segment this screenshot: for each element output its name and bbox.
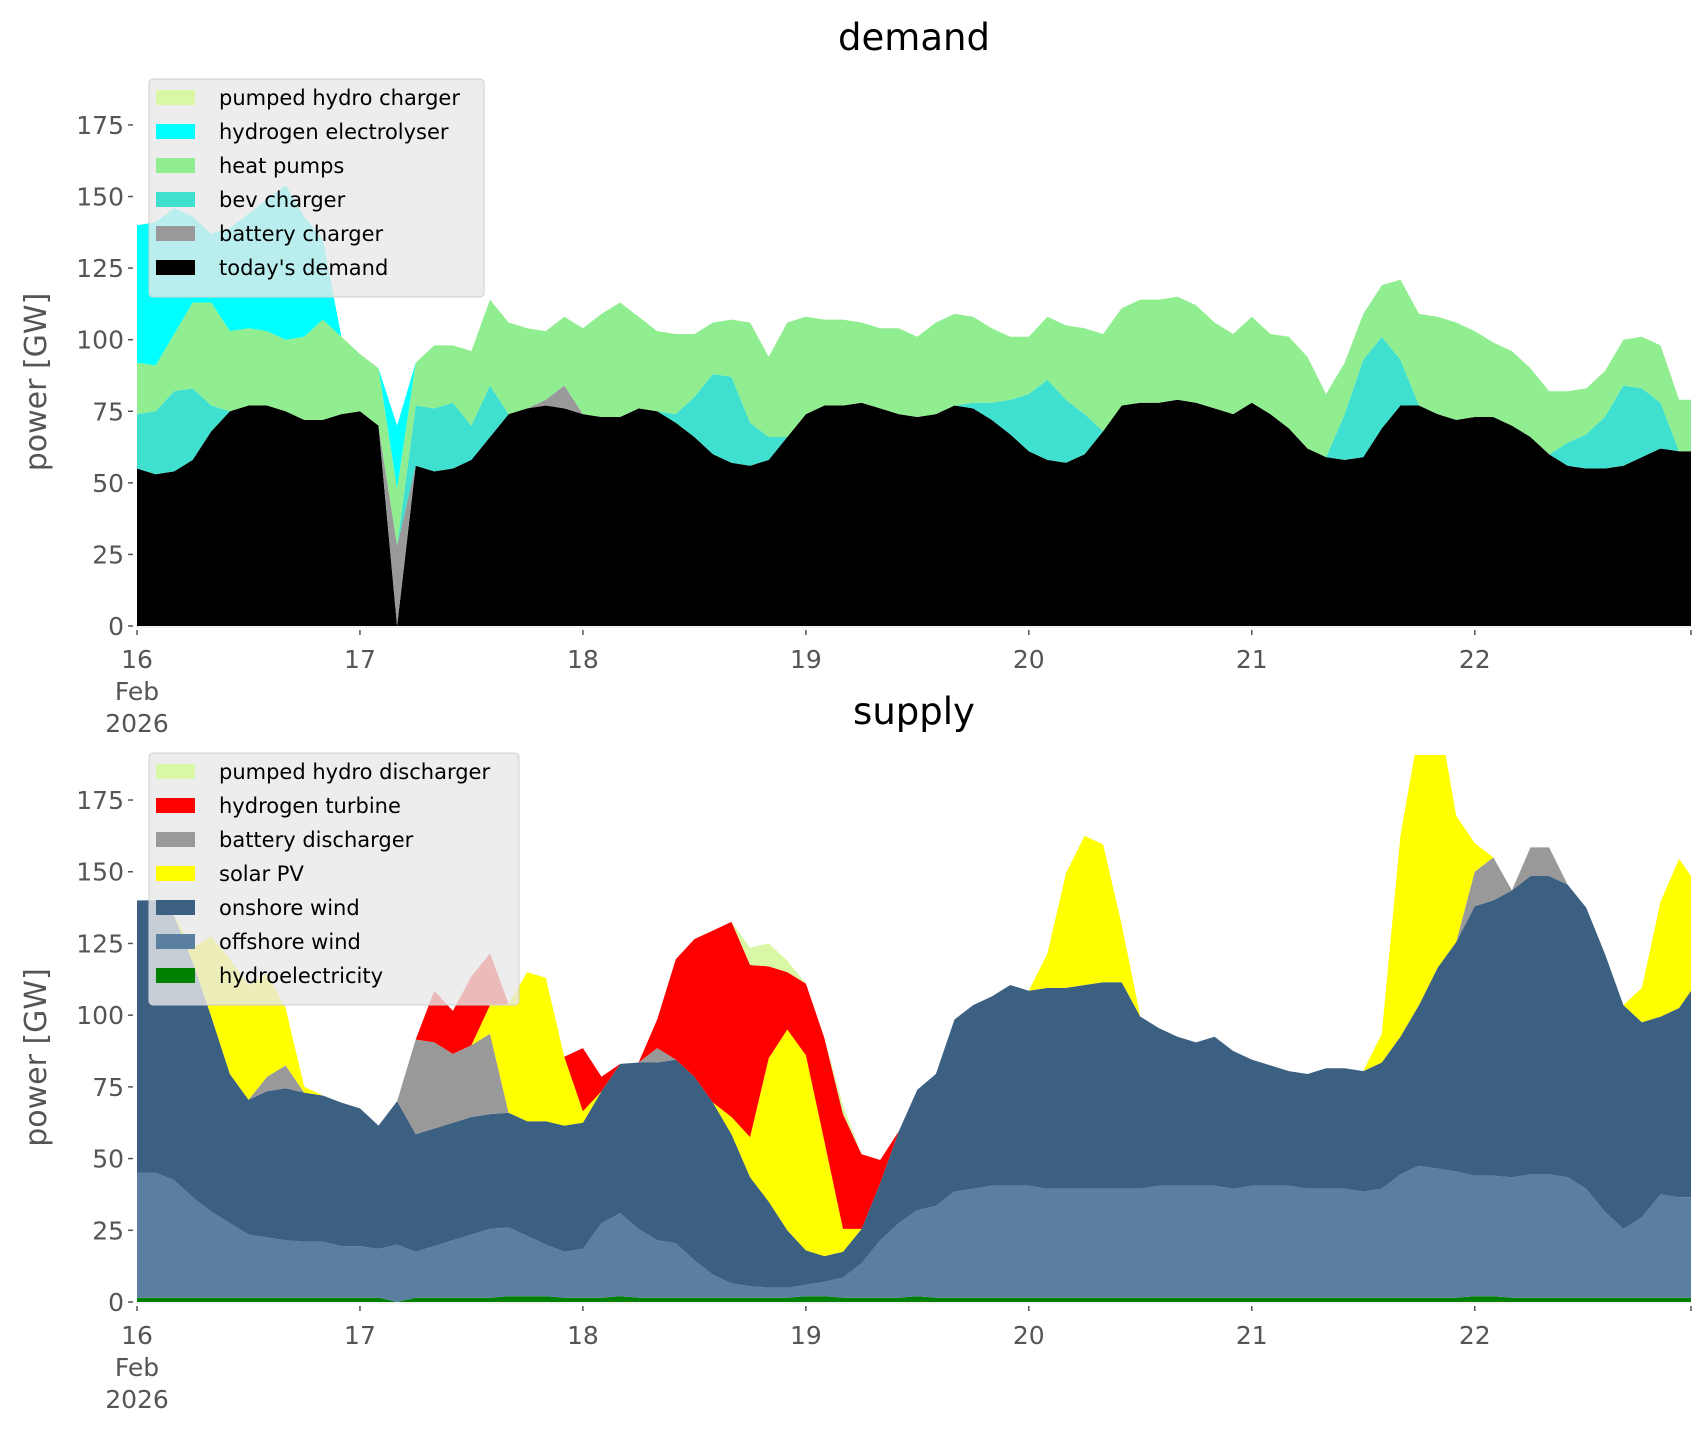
area-heat-pumps — [137, 279, 1691, 546]
legend-item-battery-charger: battery charger — [156, 222, 384, 246]
supply-x-axis: 16 Feb 2026 17 18 19 20 21 22 — [105, 1306, 1692, 1414]
demand-legend: pumped hydro charger hydrogen electrolyse… — [148, 78, 485, 298]
supply-legend: pumped hydro discharger hydrogen turbine b… — [148, 752, 520, 1006]
legend-item-heat-pumps: heat pumps — [156, 154, 344, 178]
legend-label: battery discharger — [219, 828, 414, 852]
legend-item-bev-charger: bev charger — [156, 188, 346, 212]
y-tick-label: 50 — [92, 469, 124, 498]
demand-x-axis: 16 Feb 2026 17 18 19 20 21 22 — [105, 630, 1692, 738]
y-tick-label: 75 — [92, 397, 124, 426]
legend-label: hydrogen turbine — [219, 794, 401, 818]
legend-item-solar-pv: solar PV — [156, 862, 304, 886]
area-bev-charger — [137, 336, 1691, 546]
area-hydroelectricity — [137, 1296, 1691, 1302]
x-tick-label: 18 — [567, 645, 599, 674]
legend-item-battery-discharger: battery discharger — [156, 828, 414, 852]
legend-swatch — [156, 968, 195, 983]
x-tick-label: 16 — [121, 645, 153, 674]
legend-swatch — [156, 764, 195, 779]
y-tick-label: 100 — [76, 326, 124, 355]
legend-swatch — [156, 226, 195, 241]
legend-swatch — [156, 260, 195, 275]
legend-frame — [148, 78, 485, 298]
legend-item-hydroelectricity: hydroelectricity — [156, 964, 383, 988]
y-tick-label: 150 — [76, 858, 124, 887]
legend-item-onshore-wind: onshore wind — [156, 896, 360, 920]
demand-y-axis: 0 25 50 75 100 125 150 175 — [76, 111, 133, 641]
area-onshore-wind — [137, 876, 1691, 1288]
legend-swatch — [156, 900, 195, 915]
x-tick-label: 22 — [1459, 1321, 1491, 1350]
legend-item-hydrogen-turbine: hydrogen turbine — [156, 794, 401, 818]
supply-areas — [137, 755, 1691, 1302]
legend-label: hydroelectricity — [219, 964, 383, 988]
legend-label: today's demand — [219, 256, 388, 280]
legend-frame — [148, 752, 520, 1006]
legend-item-pumped-hydro-discharger: pumped hydro discharger — [156, 760, 490, 784]
legend-label: solar PV — [219, 862, 304, 886]
legend-label: battery charger — [219, 222, 384, 246]
y-tick-label: 25 — [92, 1216, 124, 1245]
y-tick-label: 50 — [92, 1145, 124, 1174]
y-tick-label: 175 — [76, 786, 124, 815]
supply-y-axis: 0 25 50 75 100 125 150 175 — [76, 786, 133, 1317]
legend-label: heat pumps — [219, 154, 344, 178]
legend-item-hydrogen-electrolyser: hydrogen electrolyser — [156, 120, 449, 144]
legend-label: pumped hydro discharger — [219, 760, 490, 784]
legend-item-pumped-hydro-charger: pumped hydro charger — [156, 86, 460, 110]
demand-panel: 0 25 50 75 100 125 150 175 16 Feb 2026 17 18 19 20 21 22… — [19, 16, 1692, 738]
x-tick-label: Feb — [115, 1353, 159, 1382]
supply-panel: 0 25 50 75 100 125 150 175 16 Feb 2026 17 18 19 20 21 22… — [19, 690, 1692, 1414]
x-tick-label: 19 — [790, 1321, 822, 1350]
y-tick-label: 0 — [108, 612, 124, 641]
legend-swatch — [156, 124, 195, 139]
legend-item-today-s-demand: today's demand — [156, 256, 388, 280]
x-tick-label: 16 — [121, 1321, 153, 1350]
x-tick-label: Feb — [115, 677, 159, 706]
x-tick-label: 19 — [790, 645, 822, 674]
x-tick-label: 17 — [344, 1321, 376, 1350]
y-tick-label: 175 — [76, 111, 124, 140]
legend-swatch — [156, 934, 195, 949]
x-tick-label: 18 — [567, 1321, 599, 1350]
x-tick-label: 21 — [1236, 1321, 1268, 1350]
legend-label: bev charger — [219, 188, 346, 212]
legend-swatch — [156, 158, 195, 173]
y-tick-label: 25 — [92, 540, 124, 569]
x-tick-label: 20 — [1013, 645, 1045, 674]
legend-swatch — [156, 192, 195, 207]
legend-swatch — [156, 866, 195, 881]
y-tick-label: 125 — [76, 929, 124, 958]
x-tick-label: 2026 — [105, 1385, 169, 1414]
demand-y-axis-label: power [GW] — [19, 293, 54, 472]
legend-swatch — [156, 798, 195, 813]
x-tick-label: 20 — [1013, 1321, 1045, 1350]
y-tick-label: 0 — [108, 1288, 124, 1317]
area-today-s-demand — [137, 399, 1691, 626]
y-tick-label: 75 — [92, 1073, 124, 1102]
legend-label: pumped hydro charger — [219, 86, 460, 110]
x-tick-label: 22 — [1459, 645, 1491, 674]
legend-label: offshore wind — [219, 930, 361, 954]
legend-item-offshore-wind: offshore wind — [156, 930, 361, 954]
legend-label: hydrogen electrolyser — [219, 120, 449, 144]
x-tick-label: 21 — [1236, 645, 1268, 674]
supply-chart-title: supply — [853, 690, 975, 733]
demand-chart-title: demand — [838, 16, 990, 59]
area-offshore-wind — [137, 1165, 1691, 1302]
legend-label: onshore wind — [219, 896, 360, 920]
area-battery-discharger — [137, 847, 1691, 1257]
y-tick-label: 100 — [76, 1001, 124, 1030]
x-tick-label: 2026 — [105, 709, 169, 738]
legend-swatch — [156, 832, 195, 847]
y-tick-label: 125 — [76, 254, 124, 283]
supply-y-axis-label: power [GW] — [19, 968, 54, 1147]
legend-swatch — [156, 90, 195, 105]
y-tick-label: 150 — [76, 183, 124, 212]
x-tick-label: 17 — [344, 645, 376, 674]
